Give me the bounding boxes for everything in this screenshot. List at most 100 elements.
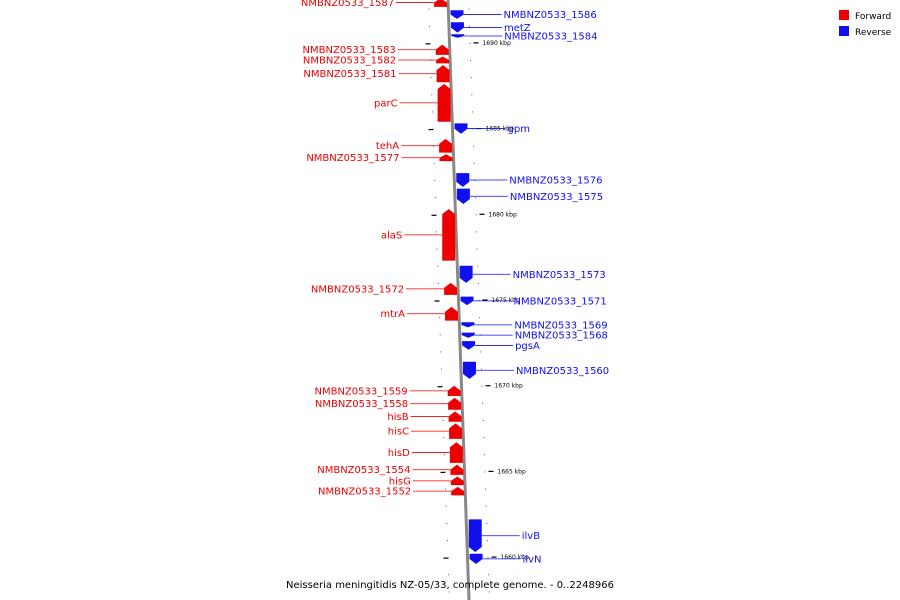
minor-dot <box>434 197 436 199</box>
gene-label: alaS <box>381 230 402 241</box>
minor-dot <box>428 8 430 10</box>
gene-arrow <box>436 56 450 64</box>
minor-dot <box>430 77 432 79</box>
minor-dot <box>485 505 487 507</box>
gene-label: NMBNZ0533_1575 <box>510 192 603 203</box>
gene-label: mtrA <box>380 309 405 320</box>
legend-label-forward: Forward <box>855 12 891 22</box>
minor-dot <box>485 488 487 490</box>
gene-label: hisC <box>388 427 409 438</box>
minor-dot <box>439 317 441 319</box>
gene-arrow <box>469 553 483 564</box>
gene-label: NMBNZ0533_1582 <box>303 56 396 67</box>
minor-dot <box>484 471 486 473</box>
minor-dot <box>487 557 489 559</box>
gene-label: metZ <box>504 23 531 34</box>
gene-arrow <box>450 10 464 19</box>
minor-dot <box>474 197 476 199</box>
minor-dot <box>442 420 444 421</box>
legend: Forward Reverse <box>839 10 892 38</box>
gene-label: NMBNZ0533_1571 <box>514 296 607 307</box>
minor-dot <box>472 128 474 130</box>
gene-label: hisD <box>388 448 410 459</box>
minor-dot <box>474 180 476 181</box>
minor-dot <box>446 540 448 541</box>
minor-dot <box>433 162 435 164</box>
gene-arrow <box>444 282 458 295</box>
minor-dot <box>448 591 450 593</box>
minor-dot <box>486 540 488 541</box>
minor-dot <box>482 420 484 421</box>
minor-dot <box>470 60 472 61</box>
gene-label: ilvN <box>523 554 542 565</box>
gene-label: pgsA <box>515 341 540 352</box>
gene-arrow <box>448 411 462 422</box>
gene-label: NMBNZ0533_1581 <box>303 69 396 80</box>
gene-label: hisB <box>387 412 408 423</box>
minor-dot <box>468 25 470 27</box>
scale-tick-label: 1685 kbp <box>486 126 514 133</box>
minor-dot <box>470 77 472 79</box>
gene-label: tehA <box>376 141 399 152</box>
scale-tick-label: 1690 kbp <box>483 40 511 47</box>
minor-dot <box>477 265 479 267</box>
gene-labels: NMBNZ0533_1587NMBNZ0533_1586metZNMBNZ053… <box>301 0 609 565</box>
scale-tick-label: 1660 kbp <box>501 554 529 561</box>
gene-label: ilvB <box>522 531 540 542</box>
minor-dot <box>483 437 485 439</box>
minor-dot <box>434 180 436 181</box>
minor-dot <box>483 454 485 456</box>
gene-label: NMBNZ0533_1586 <box>504 10 597 21</box>
gene-arrow <box>434 0 448 7</box>
minor-dot <box>445 505 447 507</box>
gene-label: NMBNZ0533_1568 <box>515 331 608 342</box>
gene-label: parC <box>374 98 398 109</box>
minor-dot <box>443 437 445 439</box>
minor-dot <box>480 368 482 370</box>
gene-arrow <box>448 397 462 410</box>
minor-dot <box>432 128 434 130</box>
minor-dot <box>481 385 483 387</box>
minor-dot <box>444 471 446 473</box>
gene-arrow <box>439 138 453 153</box>
minor-dot <box>440 351 442 353</box>
minor-dot <box>471 111 473 113</box>
minor-dot <box>431 111 433 113</box>
gene-arrow <box>462 361 476 379</box>
minor-dot <box>480 351 482 353</box>
gene-arrow <box>449 423 463 439</box>
minor-dot <box>469 42 471 44</box>
gene-arrow <box>461 332 475 338</box>
minor-dot <box>429 42 431 44</box>
minor-dot <box>476 231 478 233</box>
gene-arrow <box>444 306 458 321</box>
gene-label: NMBNZ0533_1558 <box>315 399 408 410</box>
gene-arrow <box>436 65 450 83</box>
legend-label-reverse: Reverse <box>855 28 892 38</box>
gene-label: NMBNZ0533_1573 <box>513 270 606 281</box>
genome-backbone <box>446 0 471 600</box>
minor-dot <box>482 402 484 404</box>
minor-dot <box>438 300 440 301</box>
gene-arrow <box>449 442 463 463</box>
minor-dot <box>443 454 445 456</box>
gene-label: NMBNZ0533_1587 <box>301 0 394 9</box>
minor-dot <box>433 145 435 147</box>
minor-dot <box>431 94 433 96</box>
gene-label: NMBNZ0533_1584 <box>504 32 597 43</box>
gene-label: NMBNZ0533_1554 <box>317 465 410 476</box>
gene-arrow <box>450 464 464 475</box>
minor-dot <box>486 522 488 524</box>
genome-caption: Neisseria meningitidis NZ-05/33, complet… <box>286 580 614 591</box>
minor-dot <box>471 94 473 96</box>
gene-arrow <box>447 385 461 396</box>
minor-dot <box>473 162 475 164</box>
minor-dot <box>439 334 441 336</box>
minor-dot <box>440 368 442 370</box>
minor-dot <box>437 265 439 267</box>
minor-dot <box>488 574 490 576</box>
minor-dot <box>473 145 475 147</box>
gene-label: NMBNZ0533_1583 <box>303 45 396 56</box>
gene-arrow <box>468 519 482 552</box>
minor-dot <box>446 522 448 524</box>
